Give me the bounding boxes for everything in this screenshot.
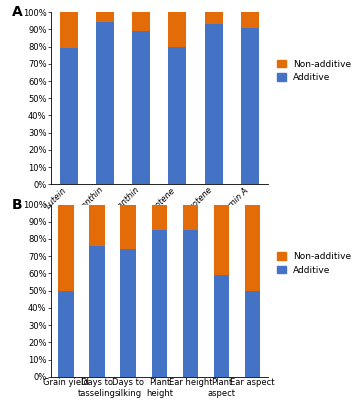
Bar (214, 205, 229, 275)
Bar (168, 47, 186, 184)
Bar (132, 31, 150, 184)
Bar (121, 249, 136, 377)
Legend: Non-additive, Additive: Non-additive, Additive (277, 252, 351, 275)
Bar (182, 230, 198, 377)
Bar (58, 291, 74, 377)
Bar (182, 205, 198, 230)
Bar (241, 12, 259, 28)
Bar (214, 275, 229, 377)
Bar (96, 12, 114, 22)
Bar (152, 230, 167, 377)
Bar (241, 28, 259, 184)
Bar (132, 12, 150, 31)
Bar (205, 12, 223, 24)
Legend: Non-additive, Additive: Non-additive, Additive (277, 60, 351, 82)
Bar (168, 12, 186, 47)
Bar (89, 246, 105, 377)
Bar (58, 205, 74, 291)
Text: A: A (12, 5, 22, 19)
Bar (89, 205, 105, 246)
Bar (60, 48, 78, 184)
Bar (205, 24, 223, 184)
Bar (152, 205, 167, 230)
Bar (245, 205, 260, 291)
Bar (96, 22, 114, 184)
Bar (121, 205, 136, 249)
Text: B: B (12, 198, 22, 212)
Bar (60, 12, 78, 48)
Bar (245, 291, 260, 377)
